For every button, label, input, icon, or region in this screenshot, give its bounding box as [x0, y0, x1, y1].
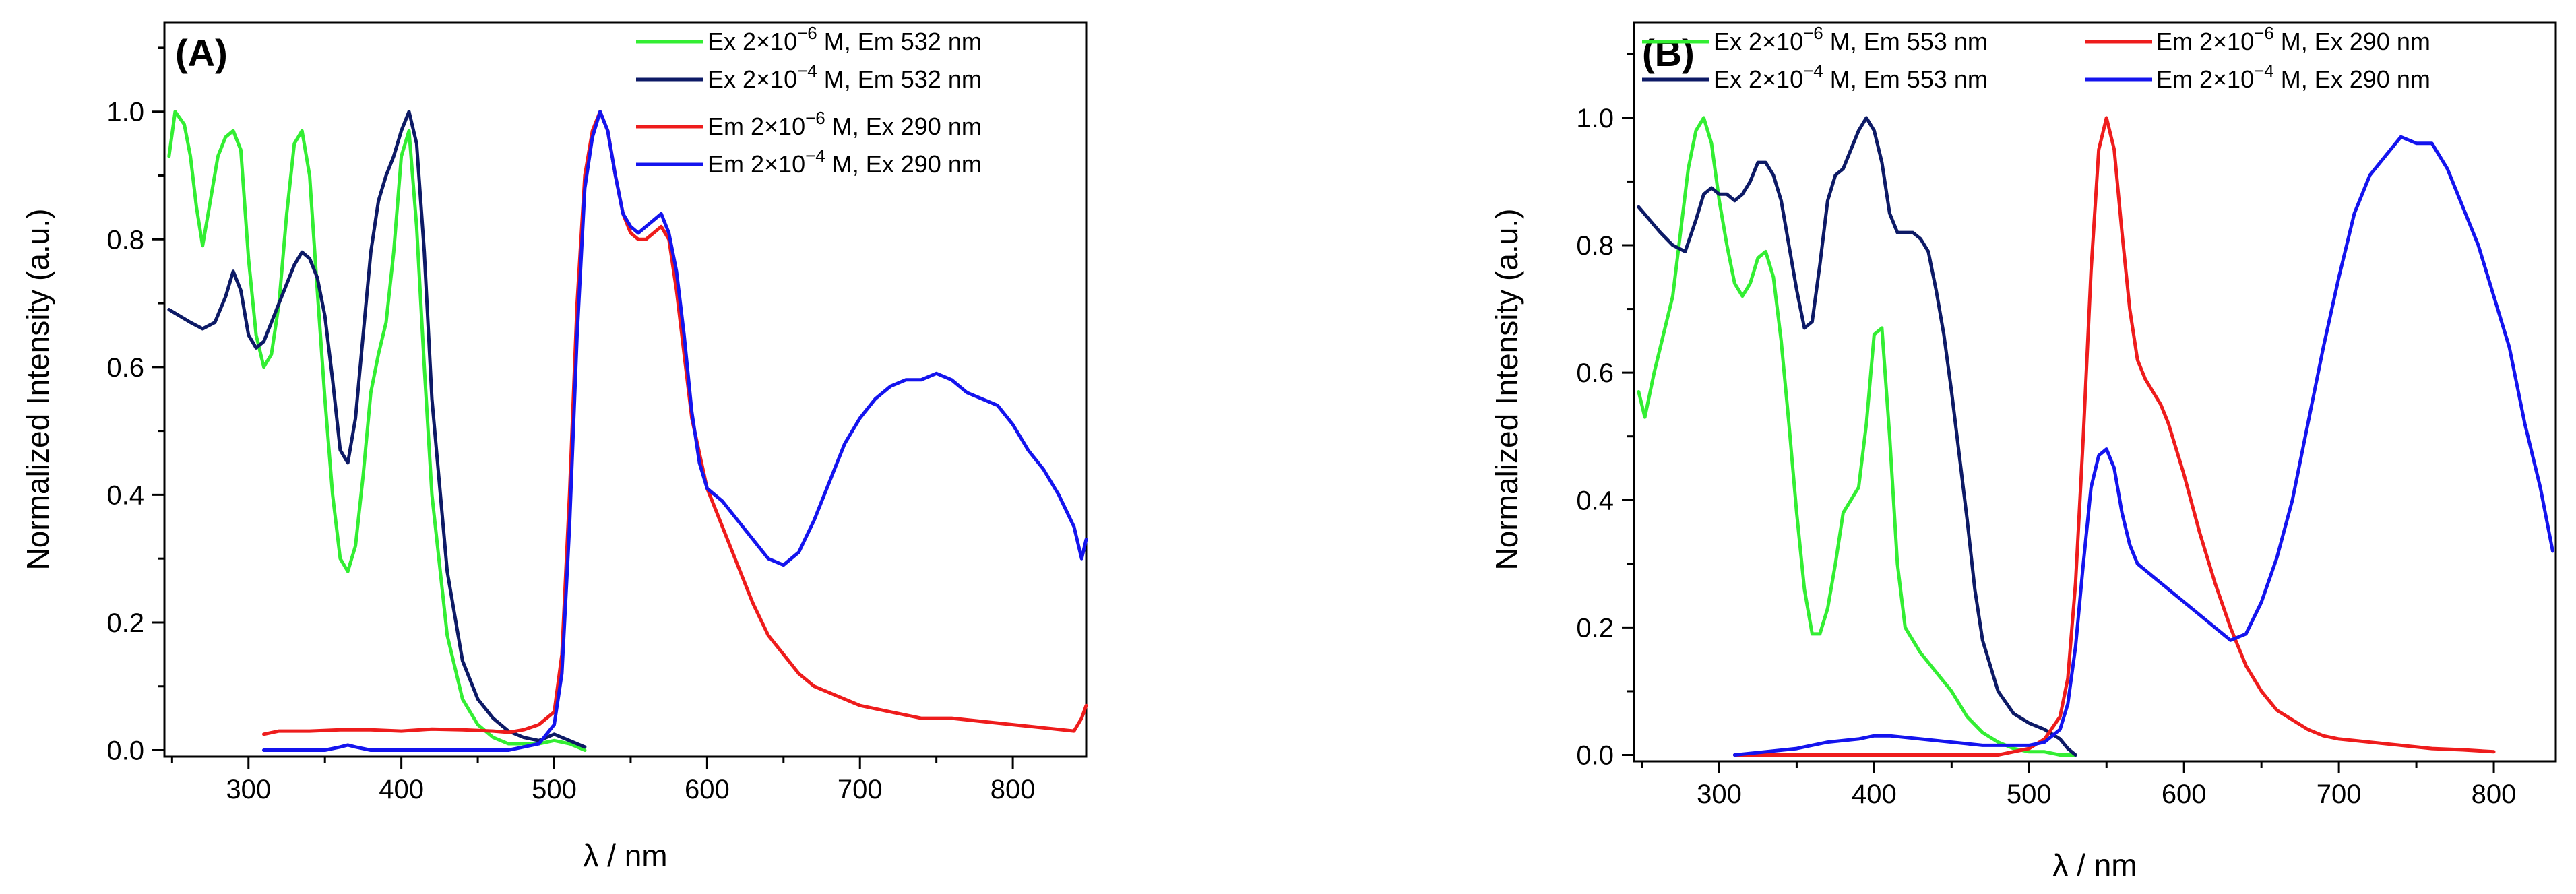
panel-a-legend-entry: Em 2×10−4 M, Ex 290 nm [708, 146, 982, 178]
panel-a-y-tick-label: 0.6 [106, 353, 144, 383]
panel-a-series-line-1 [167, 110, 587, 752]
panel-b-legend-entry: Ex 2×10−4 M, Em 553 nm [1714, 61, 1988, 93]
panel-a-series [167, 110, 1088, 752]
panel-b-series-line-4 [1732, 135, 2554, 757]
panel-a-x-tick-label: 300 [226, 775, 271, 804]
panel-b-label: (B) [1642, 32, 1695, 74]
panel-b-y-tick-label: 1.0 [1576, 104, 1614, 133]
panel-b-series-line-3 [1732, 116, 2496, 757]
panel-a-legend-entry: Em 2×10−6 M, Ex 290 nm [708, 108, 982, 140]
panel-b-x-tick-label: 400 [1852, 779, 1897, 809]
panel-a-legend: Ex 2×10−6 M, Em 532 nm Ex 2×10−4 M, Em 53… [636, 23, 982, 178]
panel-a-x-axis-title: λ / nm [583, 838, 667, 873]
panel-a-x-tick-label: 800 [991, 775, 1036, 804]
panel-a-y-tick-label: 0.0 [106, 736, 144, 766]
panel-b-x-tick-label: 500 [2007, 779, 2052, 809]
panel-b-series-line-2 [1637, 116, 2077, 757]
panel-b-y-tick-label: 0.8 [1576, 231, 1614, 261]
panel-b-y-tick-label: 0.6 [1576, 358, 1614, 388]
panel-b-legend: Ex 2×10−6 M, Em 553 nm Ex 2×10−4 M, Em 55… [1642, 23, 2430, 93]
panel-a-y-tick-label: 0.8 [106, 225, 144, 255]
panel-b-x-tick-label: 800 [2472, 779, 2517, 809]
panel-a-x-tick-label: 600 [685, 775, 730, 804]
panel-a-y-tick-label: 0.2 [106, 608, 144, 638]
panel-a-plot-frame [163, 21, 1088, 758]
panel-a-legend-entry: Ex 2×10−4 M, Em 532 nm [708, 61, 982, 93]
panel-a-legend-entry: Ex 2×10−6 M, Em 532 nm [708, 23, 982, 55]
panel-b-chart: (B) λ / nm Normalized Intensity (a.u.) 3… [1489, 21, 2557, 883]
panel-a-x-tick-label: 500 [532, 775, 577, 804]
panel-a-y-tick-label: 0.4 [106, 480, 144, 510]
panel-a-series-line-3 [262, 110, 1088, 736]
panel-a-ticks: 300 400 500 600 700 800 0.0 0.2 0.4 0.6 0.8 1.0 [106, 46, 1036, 804]
panel-a-label: (A) [175, 32, 228, 74]
panel-b-legend-entry: Em 2×10−4 M, Ex 290 nm [2156, 61, 2430, 93]
panel-b-y-tick-label: 0.4 [1576, 486, 1614, 515]
panel-b-x-tick-label: 300 [1697, 779, 1742, 809]
panel-a-y-tick-label: 1.0 [106, 98, 144, 127]
panel-a-series-line-2 [167, 110, 587, 749]
panel-b-y-tick-label: 0.2 [1576, 613, 1614, 643]
panel-b-series-line-1 [1637, 116, 2077, 757]
panel-a-chart: (A) λ / nm Normalized Intensity (a.u.) 3… [20, 21, 1088, 873]
panel-a-x-tick-label: 400 [379, 775, 424, 804]
panel-b-x-axis-title: λ / nm [2052, 848, 2137, 883]
panel-b-series [1637, 116, 2554, 757]
panel-b-ticks: 300 400 500 600 700 800 0.0 0.2 0.4 0.6 0.8 1.0 [1576, 53, 2517, 809]
panel-b-legend-entry: Em 2×10−6 M, Ex 290 nm [2156, 23, 2430, 55]
panel-b-x-tick-label: 700 [2317, 779, 2362, 809]
panel-b-legend-entry: Ex 2×10−6 M, Em 553 nm [1714, 23, 1988, 55]
panel-b-x-tick-label: 600 [2162, 779, 2207, 809]
panel-a-series-line-4 [262, 110, 1088, 752]
panel-a-y-axis-title: Normalized Intensity (a.u.) [20, 209, 55, 571]
panel-b-y-axis-title: Normalized Intensity (a.u.) [1489, 209, 1524, 571]
panel-a-x-tick-label: 700 [838, 775, 883, 804]
panel-b-plot-frame [1633, 21, 2557, 763]
panel-b-y-tick-label: 0.0 [1576, 741, 1614, 771]
